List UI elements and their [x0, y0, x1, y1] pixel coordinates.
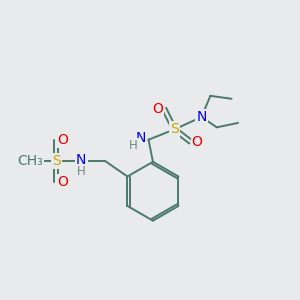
Text: S: S [52, 154, 61, 168]
Text: H: H [129, 139, 138, 152]
Text: S: S [170, 122, 179, 136]
Text: O: O [57, 133, 68, 147]
Text: O: O [192, 135, 203, 149]
Text: CH₃: CH₃ [17, 154, 43, 168]
Text: N: N [136, 131, 146, 145]
Text: N: N [76, 153, 86, 167]
Text: O: O [57, 176, 68, 189]
Text: N: N [196, 110, 207, 124]
Text: H: H [77, 165, 85, 178]
Text: O: O [152, 102, 163, 116]
